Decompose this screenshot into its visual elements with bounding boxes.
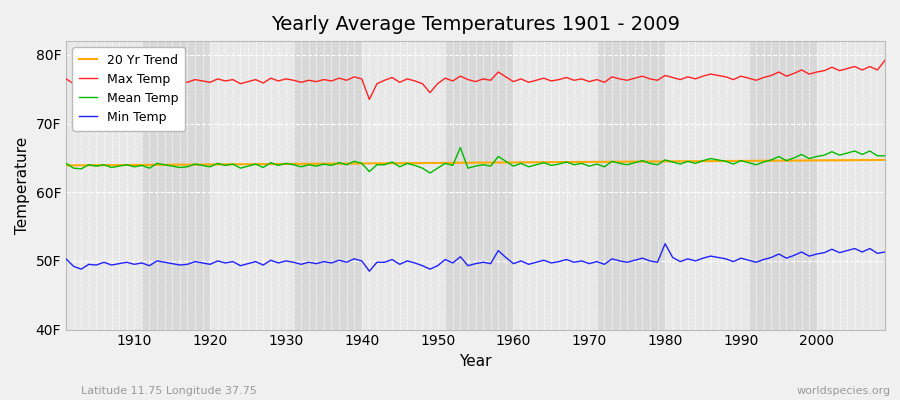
Min Temp [334, 258, 345, 263]
Text: Latitude 11.75 Longitude 37.75: Latitude 11.75 Longitude 37.75 [81, 386, 256, 396]
Min Temp [122, 260, 132, 265]
Bar [293, 41, 362, 330]
Bar [369, 41, 437, 330]
Legend: 20 Yr Trend, Max Temp, Mean Temp, Min Temp: 20 Yr Trend, Max Temp, Mean Temp, Min Te… [72, 47, 185, 131]
Mean Temp [455, 145, 466, 150]
Bar [66, 41, 134, 330]
Line: Max Temp: Max Temp [66, 60, 885, 100]
Min Temp [364, 269, 374, 274]
Text: worldspecies.org: worldspecies.org [796, 386, 891, 396]
Max Temp [607, 74, 617, 79]
Max Temp [334, 76, 345, 81]
Mean Temp [614, 161, 625, 166]
Bar [142, 41, 210, 330]
Min Temp [516, 258, 526, 263]
Max Temp [508, 79, 518, 84]
Mean Temp [879, 154, 890, 158]
Min Temp [660, 241, 670, 246]
Mean Temp [516, 161, 526, 166]
Min Temp [508, 261, 518, 266]
Min Temp [879, 250, 890, 254]
Min Temp [607, 256, 617, 261]
Max Temp [288, 78, 299, 83]
Min Temp [60, 256, 71, 261]
Bar [749, 41, 817, 330]
Title: Yearly Average Temperatures 1901 - 2009: Yearly Average Temperatures 1901 - 2009 [271, 15, 680, 34]
X-axis label: Year: Year [459, 354, 491, 369]
Max Temp [60, 76, 71, 81]
Bar [824, 41, 885, 330]
Mean Temp [60, 161, 71, 166]
Mean Temp [122, 162, 132, 167]
Bar [446, 41, 513, 330]
Line: Min Temp: Min Temp [66, 244, 885, 271]
Bar [597, 41, 665, 330]
Mean Temp [425, 170, 436, 175]
Bar [521, 41, 590, 330]
Line: Mean Temp: Mean Temp [66, 148, 885, 173]
Mean Temp [288, 162, 299, 167]
Bar [672, 41, 741, 330]
Y-axis label: Temperature: Temperature [15, 137, 30, 234]
Max Temp [879, 58, 890, 63]
Min Temp [288, 260, 299, 265]
Bar [218, 41, 286, 330]
Max Temp [364, 97, 374, 102]
Max Temp [516, 76, 526, 81]
Mean Temp [334, 160, 345, 165]
Max Temp [122, 78, 132, 83]
Mean Temp [523, 164, 534, 169]
